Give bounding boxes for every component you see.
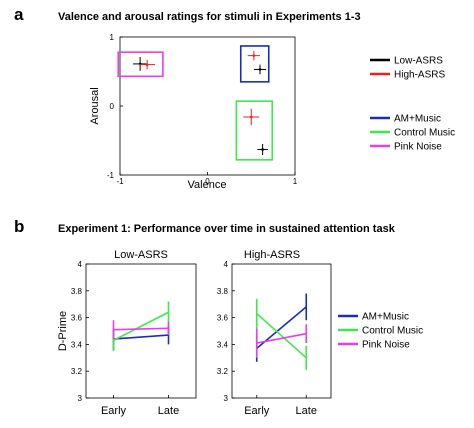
valence-arousal-scatter: Valence Arousal -1 0 1 -1 0 1 bbox=[89, 33, 298, 191]
scatter-point bbox=[252, 54, 256, 57]
line-xtick-label: Early bbox=[244, 405, 270, 417]
line-ytick-label: 3.8 bbox=[71, 287, 83, 296]
line-ytick-label: 3.2 bbox=[217, 367, 229, 376]
legend-label: Control Music bbox=[394, 128, 455, 139]
line-ytick-label: 3.2 bbox=[71, 367, 83, 376]
panel-a-title: Valence and arousal ratings for stimuli … bbox=[58, 11, 361, 23]
line-xtick-label: Late bbox=[296, 405, 317, 417]
scatter-ytick-label: -1 bbox=[107, 171, 115, 180]
high-asrs-line-chart: 3 3.2 3.4 3.6 3.8 4 Early Late bbox=[217, 260, 332, 417]
line-ytick-label: 4 bbox=[78, 260, 83, 269]
line-xtick-label: Late bbox=[158, 405, 179, 417]
line-ytick-label: 3.8 bbox=[217, 287, 229, 296]
line-ytick-label: 3.6 bbox=[217, 314, 229, 323]
scatter-point bbox=[145, 63, 149, 66]
line-xtick-label: Early bbox=[101, 405, 127, 417]
line-ytick-label: 3.4 bbox=[71, 340, 83, 349]
line-ytick-label: 3.6 bbox=[71, 314, 83, 323]
line-ytick-label: 4 bbox=[224, 260, 229, 269]
series-line bbox=[113, 334, 169, 340]
line-axes-box bbox=[231, 263, 332, 399]
dprime-ylabel: D-Prime bbox=[57, 311, 69, 351]
line-axes-box bbox=[85, 263, 197, 399]
stimulus-group-box bbox=[239, 45, 270, 83]
legend-label: Pink Noise bbox=[362, 340, 410, 351]
stimulus-legend-a: AM+Music Control Music Pink Noise bbox=[370, 114, 455, 153]
asrs-legend: Low-ASRS High-ASRS bbox=[370, 56, 445, 81]
scatter-point bbox=[258, 68, 262, 71]
panel-a-letter: a bbox=[14, 5, 24, 24]
scatter-ytick-label: 1 bbox=[110, 33, 115, 42]
series-line bbox=[113, 327, 169, 331]
scatter-xlabel: Valence bbox=[188, 179, 227, 191]
stimulus-group-box bbox=[117, 51, 164, 78]
series-line bbox=[256, 312, 307, 359]
legend-label: Pink Noise bbox=[394, 142, 442, 153]
scatter-xtick-label: 0 bbox=[205, 177, 210, 186]
scatter-point bbox=[249, 115, 253, 119]
legend-label: Control Music bbox=[362, 326, 423, 337]
stimulus-legend-b: AM+Music Control Music Pink Noise bbox=[338, 312, 423, 351]
legend-label: Low-ASRS bbox=[394, 56, 443, 67]
series-line bbox=[256, 332, 307, 344]
scatter-xtick-label: 1 bbox=[293, 177, 298, 186]
subplot-high-title: High-ASRS bbox=[244, 249, 300, 261]
panel-b-letter: b bbox=[14, 217, 24, 236]
scatter-xtick-label: -1 bbox=[116, 177, 124, 186]
line-ytick-label: 3 bbox=[224, 394, 229, 403]
line-ytick-label: 3.4 bbox=[217, 340, 229, 349]
scatter-ylabel: Arousal bbox=[89, 87, 101, 124]
scatter-point bbox=[261, 148, 264, 151]
legend-label: AM+Music bbox=[362, 312, 409, 323]
panel-b-title: Experiment 1: Performance over time in s… bbox=[58, 223, 396, 235]
legend-label: AM+Music bbox=[394, 114, 441, 125]
subplot-low-title: Low-ASRS bbox=[114, 249, 168, 261]
legend-label: High-ASRS bbox=[394, 70, 445, 81]
line-ytick-label: 3 bbox=[78, 394, 83, 403]
stimulus-group-box bbox=[235, 100, 274, 161]
scatter-ytick-label: 0 bbox=[110, 102, 115, 111]
series-line bbox=[113, 311, 169, 342]
low-asrs-line-chart: 3 3.2 3.4 3.6 3.8 4 Early Late bbox=[71, 260, 197, 417]
